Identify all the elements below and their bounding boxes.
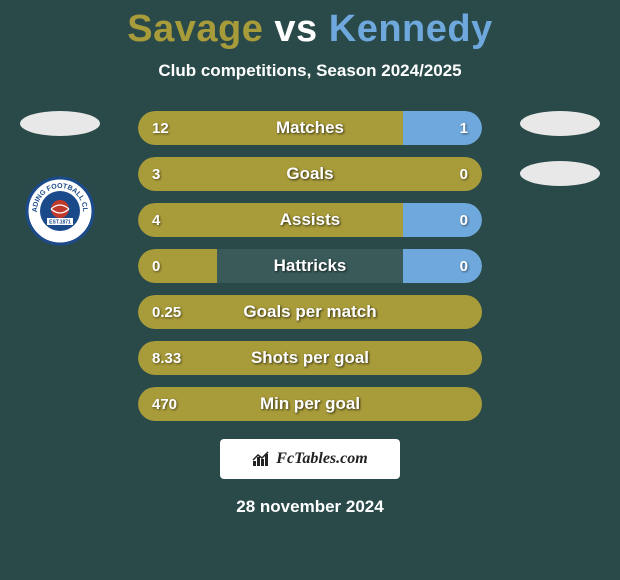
stats-bars: 121Matches 30Goals 40Assists 00Hattricks 0.2… bbox=[138, 111, 482, 421]
stat-row: 470Min per goal bbox=[138, 387, 482, 421]
svg-text:EST.1871: EST.1871 bbox=[49, 220, 71, 226]
stat-row: 30Goals bbox=[138, 157, 482, 191]
stat-label: Goals bbox=[138, 157, 482, 191]
stat-row: 40Assists bbox=[138, 203, 482, 237]
comparison-content: EST.1871 READING FOOTBALL CLUB 121Matche… bbox=[0, 111, 620, 517]
stat-label: Shots per goal bbox=[138, 341, 482, 375]
player2-name: Kennedy bbox=[329, 8, 493, 50]
stat-label: Goals per match bbox=[138, 295, 482, 329]
player2-avatar bbox=[520, 111, 600, 136]
branding-text: FcTables.com bbox=[276, 450, 367, 468]
stat-row: 8.33Shots per goal bbox=[138, 341, 482, 375]
generation-date: 28 november 2024 bbox=[0, 497, 620, 517]
player1-name: Savage bbox=[127, 8, 263, 50]
stat-label: Matches bbox=[138, 111, 482, 145]
player1-avatar bbox=[20, 111, 100, 136]
comparison-title: Savage vs Kennedy bbox=[0, 0, 620, 51]
stat-row: 00Hattricks bbox=[138, 249, 482, 283]
stat-label: Assists bbox=[138, 203, 482, 237]
stat-row: 121Matches bbox=[138, 111, 482, 145]
branding-badge: FcTables.com bbox=[220, 439, 400, 479]
subtitle: Club competitions, Season 2024/2025 bbox=[0, 61, 620, 81]
player2-club-badge bbox=[520, 161, 600, 186]
stat-row: 0.25Goals per match bbox=[138, 295, 482, 329]
vs-separator: vs bbox=[274, 8, 317, 50]
stat-label: Min per goal bbox=[138, 387, 482, 421]
stat-label: Hattricks bbox=[138, 249, 482, 283]
player1-club-badge: EST.1871 READING FOOTBALL CLUB bbox=[25, 176, 95, 246]
